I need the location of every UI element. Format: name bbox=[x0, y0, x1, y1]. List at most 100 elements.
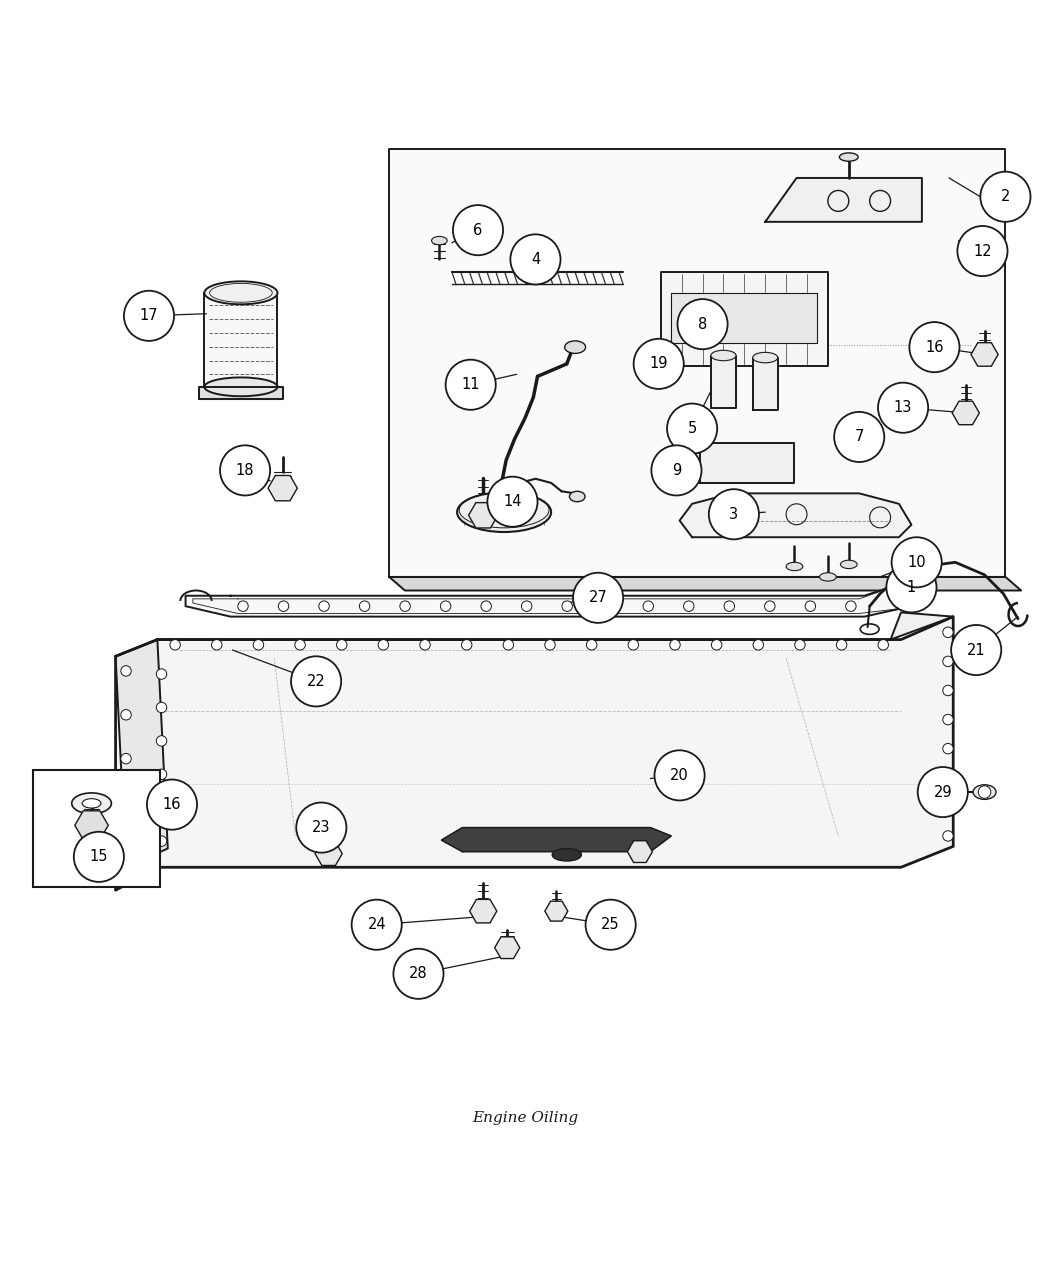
Ellipse shape bbox=[82, 798, 101, 808]
Circle shape bbox=[951, 625, 1002, 674]
Circle shape bbox=[156, 836, 167, 847]
Circle shape bbox=[628, 640, 638, 650]
Circle shape bbox=[677, 300, 728, 349]
Ellipse shape bbox=[711, 351, 736, 361]
Circle shape bbox=[461, 640, 471, 650]
Text: 19: 19 bbox=[650, 356, 668, 371]
Polygon shape bbox=[116, 612, 953, 657]
Circle shape bbox=[891, 537, 942, 588]
Circle shape bbox=[643, 601, 653, 612]
Circle shape bbox=[237, 601, 248, 612]
Text: 28: 28 bbox=[410, 966, 427, 982]
Circle shape bbox=[359, 601, 370, 612]
Ellipse shape bbox=[565, 340, 586, 353]
Text: 9: 9 bbox=[672, 463, 681, 478]
Ellipse shape bbox=[840, 560, 857, 569]
Circle shape bbox=[445, 360, 496, 409]
Text: 20: 20 bbox=[670, 768, 689, 783]
Text: 2: 2 bbox=[1001, 189, 1010, 204]
Circle shape bbox=[979, 785, 991, 798]
Polygon shape bbox=[186, 580, 911, 617]
Circle shape bbox=[651, 445, 701, 496]
Circle shape bbox=[667, 404, 717, 454]
Circle shape bbox=[837, 640, 846, 650]
Circle shape bbox=[943, 743, 953, 754]
Ellipse shape bbox=[552, 848, 582, 861]
Ellipse shape bbox=[457, 492, 551, 532]
Circle shape bbox=[764, 601, 775, 612]
Text: 22: 22 bbox=[307, 674, 326, 688]
Circle shape bbox=[156, 703, 167, 713]
Circle shape bbox=[943, 685, 953, 696]
Circle shape bbox=[503, 640, 513, 650]
Circle shape bbox=[156, 736, 167, 746]
Polygon shape bbox=[753, 357, 778, 409]
Text: 23: 23 bbox=[312, 820, 331, 835]
Polygon shape bbox=[679, 493, 911, 537]
Circle shape bbox=[603, 601, 613, 612]
Circle shape bbox=[121, 754, 131, 764]
Polygon shape bbox=[200, 386, 282, 399]
Circle shape bbox=[440, 601, 450, 612]
Text: 25: 25 bbox=[602, 917, 620, 932]
Polygon shape bbox=[660, 272, 827, 366]
Circle shape bbox=[156, 769, 167, 779]
Polygon shape bbox=[671, 293, 818, 343]
Circle shape bbox=[394, 949, 443, 998]
Circle shape bbox=[586, 900, 635, 950]
Circle shape bbox=[712, 640, 721, 650]
Circle shape bbox=[121, 842, 131, 852]
Circle shape bbox=[278, 601, 289, 612]
Circle shape bbox=[545, 640, 555, 650]
Circle shape bbox=[522, 601, 532, 612]
Text: 15: 15 bbox=[89, 849, 108, 864]
Circle shape bbox=[845, 601, 856, 612]
Text: 16: 16 bbox=[925, 339, 944, 354]
Circle shape bbox=[753, 640, 763, 650]
Circle shape bbox=[74, 831, 124, 882]
Ellipse shape bbox=[432, 236, 447, 245]
Ellipse shape bbox=[786, 562, 803, 571]
Circle shape bbox=[943, 802, 953, 812]
Circle shape bbox=[352, 900, 402, 950]
Circle shape bbox=[805, 601, 816, 612]
Circle shape bbox=[562, 601, 572, 612]
Text: 21: 21 bbox=[967, 643, 986, 658]
Polygon shape bbox=[116, 617, 953, 890]
Text: 5: 5 bbox=[688, 421, 697, 436]
Polygon shape bbox=[441, 827, 671, 852]
Circle shape bbox=[336, 640, 346, 650]
Text: 8: 8 bbox=[698, 316, 708, 332]
Polygon shape bbox=[711, 356, 736, 408]
Text: 27: 27 bbox=[589, 590, 608, 606]
Text: 6: 6 bbox=[474, 223, 483, 237]
Circle shape bbox=[420, 640, 430, 650]
Ellipse shape bbox=[839, 153, 858, 161]
Text: 17: 17 bbox=[140, 309, 159, 324]
Circle shape bbox=[510, 235, 561, 284]
Circle shape bbox=[943, 773, 953, 783]
Circle shape bbox=[253, 640, 264, 650]
Ellipse shape bbox=[569, 491, 585, 502]
Text: 11: 11 bbox=[461, 377, 480, 393]
Circle shape bbox=[121, 666, 131, 676]
Ellipse shape bbox=[820, 572, 836, 581]
Circle shape bbox=[211, 640, 222, 650]
Circle shape bbox=[834, 412, 884, 462]
Text: 13: 13 bbox=[894, 400, 912, 416]
Circle shape bbox=[943, 627, 953, 638]
Text: 1: 1 bbox=[907, 580, 916, 595]
Polygon shape bbox=[390, 149, 1006, 576]
Circle shape bbox=[378, 640, 388, 650]
Circle shape bbox=[654, 750, 705, 801]
Circle shape bbox=[981, 172, 1030, 222]
Text: 16: 16 bbox=[163, 797, 182, 812]
Circle shape bbox=[400, 601, 411, 612]
Text: 18: 18 bbox=[236, 463, 254, 478]
Circle shape bbox=[909, 323, 960, 372]
Circle shape bbox=[943, 831, 953, 842]
Ellipse shape bbox=[753, 352, 778, 363]
Ellipse shape bbox=[205, 377, 277, 397]
Circle shape bbox=[487, 477, 538, 527]
Circle shape bbox=[481, 601, 491, 612]
